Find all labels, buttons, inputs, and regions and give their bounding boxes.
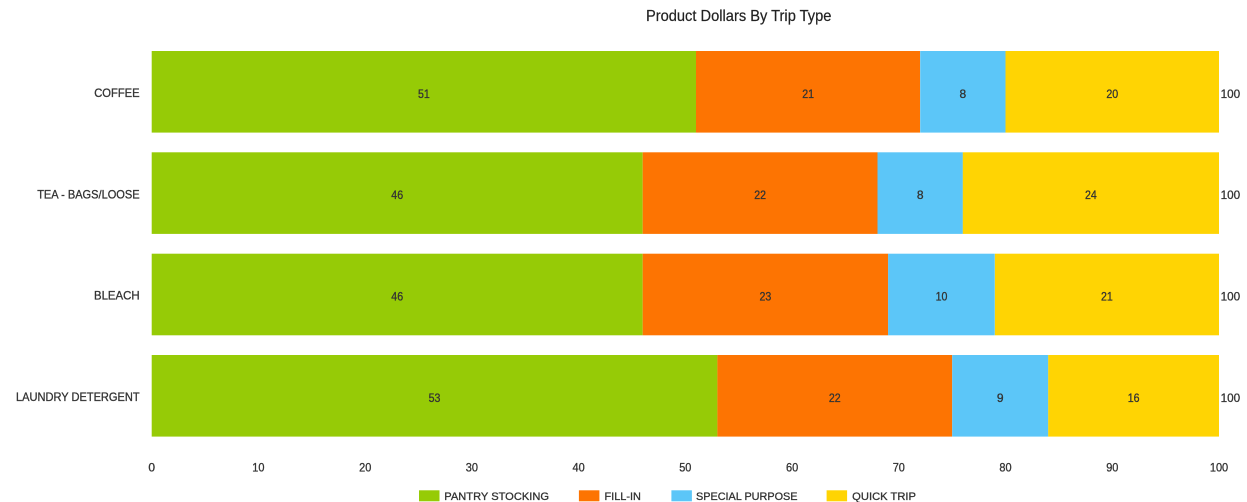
svg-text:16: 16 bbox=[1128, 391, 1140, 405]
svg-text:51: 51 bbox=[418, 87, 430, 101]
svg-text:90: 90 bbox=[1106, 461, 1118, 475]
svg-text:20: 20 bbox=[359, 461, 371, 475]
svg-text:BLEACH: BLEACH bbox=[94, 289, 140, 303]
svg-text:60: 60 bbox=[786, 461, 798, 475]
svg-text:20: 20 bbox=[1106, 87, 1118, 101]
svg-text:30: 30 bbox=[466, 461, 478, 475]
svg-text:24: 24 bbox=[1085, 188, 1097, 202]
svg-text:Product Dollars By Trip Type: Product Dollars By Trip Type bbox=[646, 8, 832, 25]
svg-text:8: 8 bbox=[959, 87, 966, 101]
svg-text:9: 9 bbox=[997, 391, 1004, 405]
svg-text:22: 22 bbox=[829, 391, 841, 405]
svg-text:FILL-IN: FILL-IN bbox=[605, 491, 641, 502]
svg-text:100: 100 bbox=[1221, 188, 1241, 202]
svg-text:100: 100 bbox=[1221, 87, 1241, 101]
svg-text:22: 22 bbox=[754, 188, 766, 202]
svg-text:70: 70 bbox=[893, 461, 905, 475]
svg-text:100: 100 bbox=[1221, 290, 1241, 304]
svg-text:53: 53 bbox=[429, 391, 441, 405]
svg-text:50: 50 bbox=[679, 461, 691, 475]
svg-text:PANTRY STOCKING: PANTRY STOCKING bbox=[444, 491, 549, 502]
svg-text:23: 23 bbox=[760, 290, 772, 304]
svg-text:LAUNDRY DETERGENT: LAUNDRY DETERGENT bbox=[16, 390, 140, 404]
svg-text:21: 21 bbox=[1101, 290, 1113, 304]
svg-text:QUICK TRIP: QUICK TRIP bbox=[852, 491, 916, 502]
svg-text:COFFEE: COFFEE bbox=[94, 86, 139, 100]
svg-text:100: 100 bbox=[1210, 461, 1229, 475]
svg-text:0: 0 bbox=[148, 461, 155, 475]
svg-text:40: 40 bbox=[573, 461, 585, 475]
svg-text:10: 10 bbox=[252, 461, 264, 475]
svg-text:SPECIAL PURPOSE: SPECIAL PURPOSE bbox=[696, 491, 798, 502]
svg-text:100: 100 bbox=[1221, 391, 1241, 405]
svg-text:TEA - BAGS/LOOSE: TEA - BAGS/LOOSE bbox=[37, 187, 139, 201]
svg-text:21: 21 bbox=[802, 87, 814, 101]
svg-text:46: 46 bbox=[391, 290, 403, 304]
svg-text:10: 10 bbox=[936, 290, 948, 304]
svg-text:46: 46 bbox=[391, 188, 403, 202]
svg-text:8: 8 bbox=[917, 188, 924, 202]
svg-text:80: 80 bbox=[999, 461, 1011, 475]
